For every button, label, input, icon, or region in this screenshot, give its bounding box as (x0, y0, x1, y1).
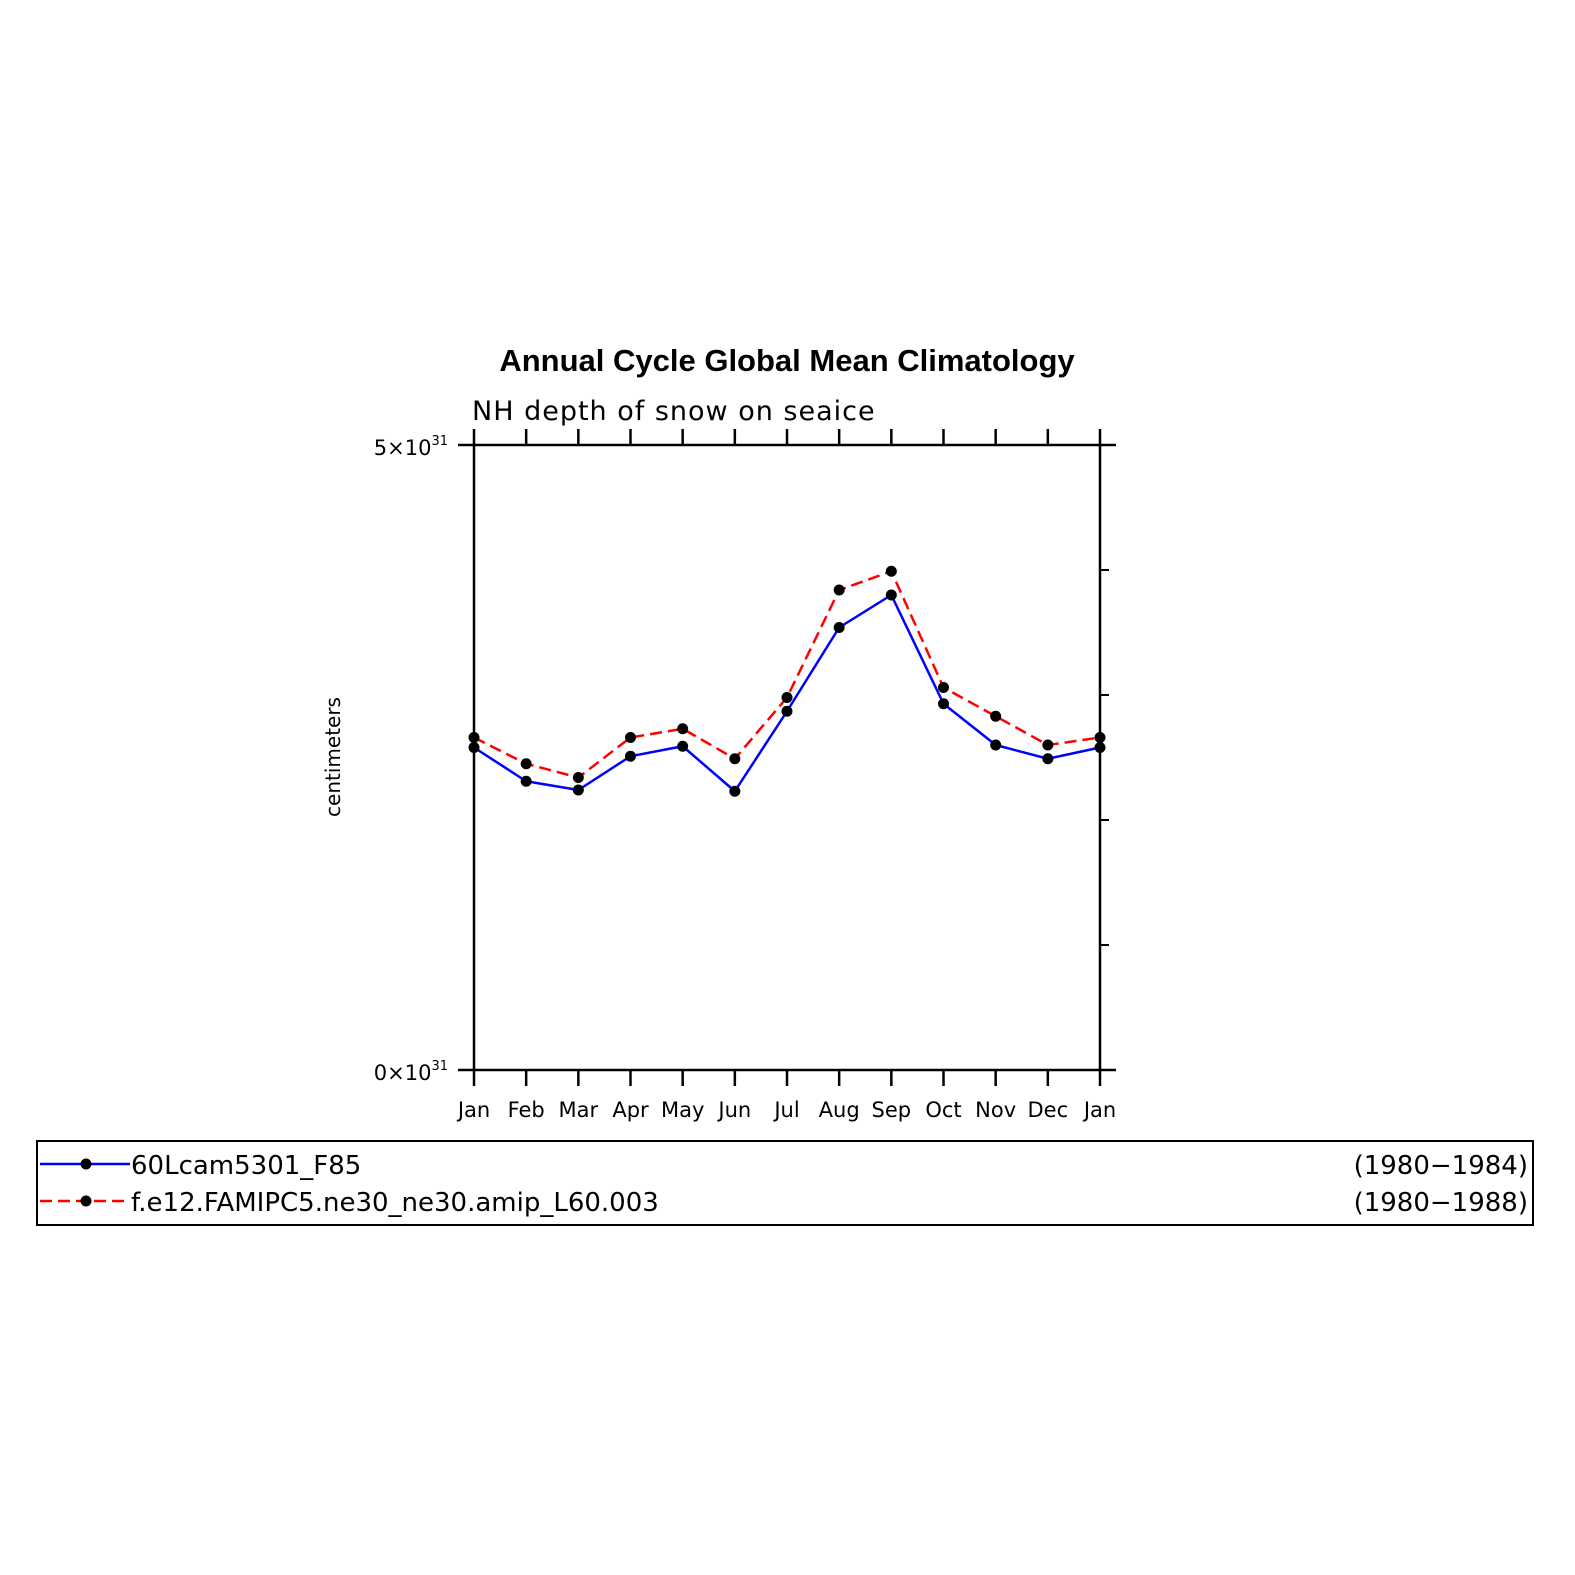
series-1-point (625, 750, 636, 762)
series-2-point (625, 732, 636, 743)
series-2-point (1042, 739, 1054, 751)
plot-area: Jan Feb Mar Apr May Jun Jul Aug Sep Oct Nov Dec Jan 0… (374, 429, 1116, 1122)
series-2-point (885, 565, 897, 577)
series-2-point (781, 692, 793, 703)
legend-series-years: (1980−1988) (1354, 1188, 1528, 1218)
legend-series-name: f.e12.FAMIPC5.ne30_ne30.amip_L60.003 (131, 1188, 659, 1218)
x-tick-label: Apr (612, 1098, 649, 1122)
series-2-point (677, 723, 689, 735)
series-1-point (468, 742, 480, 753)
x-tick-label: Jan (456, 1098, 490, 1122)
x-tick-label: Sep (872, 1098, 912, 1122)
legend: 60Lcam5301_F85 (1980−1984) f.e12.FAMIPC5.n… (36, 1140, 1534, 1226)
x-tick-label: Jan (1082, 1098, 1116, 1122)
x-tick-label: Oct (925, 1098, 961, 1122)
series-1-point (677, 740, 689, 752)
x-tick-label: Jun (716, 1098, 751, 1122)
series-2-point (938, 682, 949, 693)
series-2-point (1094, 732, 1106, 743)
x-tick-label: Mar (559, 1098, 599, 1122)
legend-series-name: 60Lcam5301_F85 (131, 1151, 361, 1181)
series-2-point (990, 710, 1002, 722)
series-1-point (938, 698, 949, 710)
x-tick-label: Feb (508, 1098, 545, 1122)
series-1-point (572, 784, 584, 796)
series-2-point (729, 753, 741, 765)
series-1-point (729, 785, 741, 797)
x-tick-label: Aug (819, 1098, 860, 1122)
legend-box (36, 1140, 1534, 1226)
series-1-point (885, 589, 897, 601)
legend-marker-2 (80, 1195, 92, 1207)
chart-subtitle: NH depth of snow on seaice (472, 396, 876, 427)
series-2-point (468, 732, 480, 743)
y-tick-label: 5×1031 (374, 434, 448, 460)
series-1-point (1094, 742, 1106, 753)
legend-marker-1 (80, 1158, 92, 1170)
plot-frame (472, 443, 1102, 1072)
y-axis-label: centimeters (321, 697, 345, 817)
chart-title: Annual Cycle Global Mean Climatology (499, 343, 1075, 378)
series-2-point (572, 772, 584, 783)
series-2-point (833, 584, 845, 596)
series-1-point (1042, 753, 1054, 765)
x-tick-label: Nov (975, 1098, 1016, 1122)
series-1-point (833, 622, 845, 633)
y-tick-label: 0×1031 (374, 1059, 448, 1085)
legend-series-years: (1980−1984) (1354, 1151, 1528, 1181)
x-tick-label: Jul (772, 1098, 799, 1122)
series-2-point (520, 758, 532, 770)
series-1-point (520, 775, 532, 787)
series-1-point (781, 705, 793, 717)
x-tick-label: May (661, 1098, 704, 1122)
x-tick-label: Dec (1028, 1098, 1069, 1122)
series-1-point (990, 739, 1002, 751)
